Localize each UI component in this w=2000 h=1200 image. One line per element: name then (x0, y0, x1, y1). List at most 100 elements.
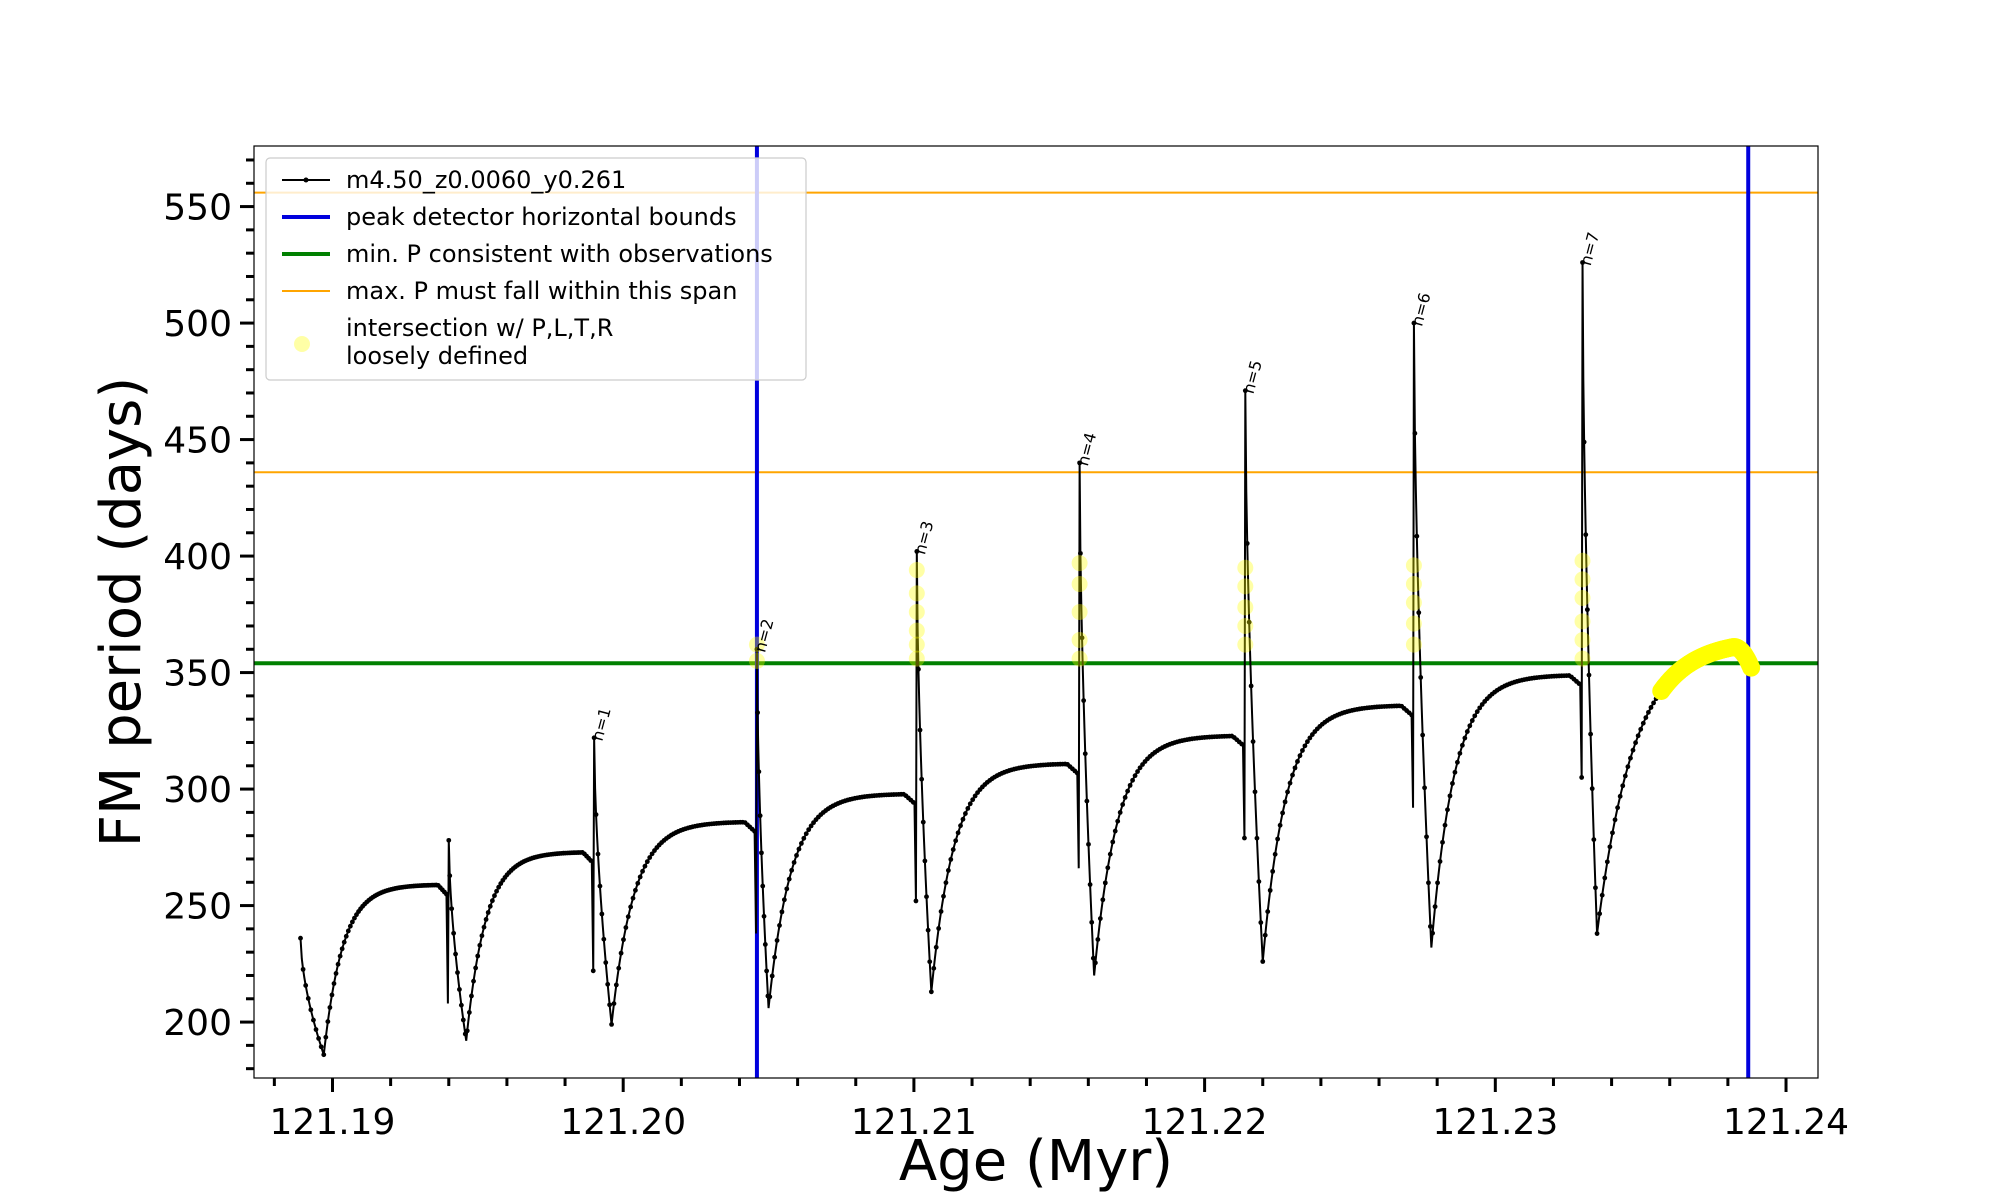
period-curve-point (605, 981, 611, 987)
period-curve-point (774, 938, 780, 943)
period-curve-point (1125, 788, 1131, 794)
y-axis: 200 250 300 350 400 450 500 550 (163, 158, 254, 1071)
period-curve-point (1607, 844, 1613, 850)
period-curve-point (808, 823, 814, 829)
legend-entry-2: peak detector horizontal bounds (282, 203, 737, 231)
period-curve-point (601, 936, 607, 942)
period-curve-point (469, 993, 474, 999)
period-curve-point (1450, 781, 1455, 786)
period-curve-point (640, 868, 645, 874)
period-curve-point (1628, 755, 1633, 761)
period-curve-point (1100, 897, 1106, 903)
intersection-point (1237, 559, 1254, 576)
period-curve-point (948, 857, 954, 862)
period-curve-point (1242, 835, 1247, 841)
period-curve-point (613, 982, 619, 988)
legend-entry-4: max. P must fall within this span (282, 277, 737, 305)
period-curve-point (1593, 885, 1598, 891)
legend-entry-1: m4.50_z0.0060_y0.261 (282, 166, 626, 194)
period-curve-point (1242, 388, 1248, 394)
period-curve-point (593, 812, 599, 817)
period-curve-point (595, 851, 601, 857)
period-curve-point (1442, 822, 1448, 828)
intersection-point (1574, 552, 1591, 569)
period-curve-point (1302, 743, 1308, 749)
intersection-point (1405, 615, 1422, 632)
x-axis-title: Age (Myr) (899, 1129, 1173, 1194)
period-curve-point (349, 919, 355, 925)
period-curve-point (1464, 729, 1470, 734)
period-curve-point (628, 904, 634, 910)
period-curve-point (642, 863, 648, 869)
period-curve-point (1589, 786, 1595, 792)
period-curve-point (630, 895, 636, 901)
period-curve-point (1297, 753, 1303, 759)
period-curve-point (803, 831, 809, 837)
period-curve-point (494, 888, 499, 894)
period-curve-point (924, 894, 929, 900)
period-curve-point (453, 951, 458, 957)
period-curve-point (647, 855, 653, 860)
y-tick-label: 300 (163, 770, 232, 811)
period-curve-point (784, 886, 790, 892)
period-curve-point (1455, 759, 1460, 765)
period-curve-point (1244, 541, 1250, 546)
period-curve-point (318, 1044, 324, 1050)
period-curve-point (960, 816, 966, 822)
period-curve-point (311, 1017, 316, 1023)
period-curve-point (1579, 775, 1585, 780)
intersection-points (748, 552, 1761, 700)
period-curve-point (1090, 955, 1096, 961)
period-curve-point (1640, 720, 1646, 726)
period-curve-point (796, 846, 802, 852)
period-curve-point (633, 887, 638, 893)
period-curve-point (321, 1052, 327, 1058)
period-curve-point (786, 876, 792, 882)
period-curve-point (943, 880, 949, 886)
period-curve-point (1430, 930, 1435, 936)
period-curve-point (801, 835, 807, 841)
period-curve-point (1651, 700, 1656, 706)
legend-label: min. P consistent with observations (346, 240, 773, 268)
period-curve-point (1633, 740, 1638, 746)
period-curve-point (1250, 739, 1256, 744)
period-curve-point (316, 1035, 321, 1041)
period-curve-point (616, 965, 622, 971)
period-curve-point (1087, 882, 1093, 887)
plot-frame (253, 145, 1819, 1079)
period-curve-point (475, 953, 481, 959)
period-curve-point (764, 968, 770, 974)
y-tick-label: 200 (163, 1003, 232, 1044)
period-curve-point (1086, 841, 1091, 847)
period-curve-point (455, 970, 460, 975)
legend-label: m4.50_z0.0060_y0.261 (346, 166, 626, 194)
period-curve-point (599, 911, 605, 917)
period-curve-point (779, 909, 785, 915)
period-curve-point (1256, 879, 1262, 884)
period-curve-point (597, 883, 603, 889)
period-curve-point (1459, 742, 1465, 748)
period-curve-point (1586, 672, 1592, 678)
x-tick-label: 121.21 (851, 1102, 977, 1143)
period-curve-point (343, 933, 349, 939)
period-curve-point (1617, 793, 1623, 799)
period-curve-point (1432, 904, 1438, 910)
period-curve-point (1135, 769, 1140, 774)
period-curve-point (458, 1002, 464, 1008)
y-tick-label: 400 (163, 537, 232, 578)
period-curve-point (451, 930, 457, 936)
period-curve-point (1110, 839, 1116, 845)
period-curve-point (1472, 713, 1478, 719)
legend-label-line2: loosely defined (346, 342, 528, 370)
x-tick-label: 121.20 (560, 1102, 686, 1143)
period-curve-point (1272, 851, 1278, 857)
intersection-point (748, 652, 765, 669)
period-curve-point (914, 549, 920, 554)
period-curve-point (481, 924, 487, 930)
period-curve-point (444, 891, 449, 897)
period-curve-point (1599, 892, 1605, 898)
period-curve-point (1602, 875, 1608, 881)
period-curve-point (644, 859, 650, 865)
period-curve-point (1254, 835, 1260, 841)
